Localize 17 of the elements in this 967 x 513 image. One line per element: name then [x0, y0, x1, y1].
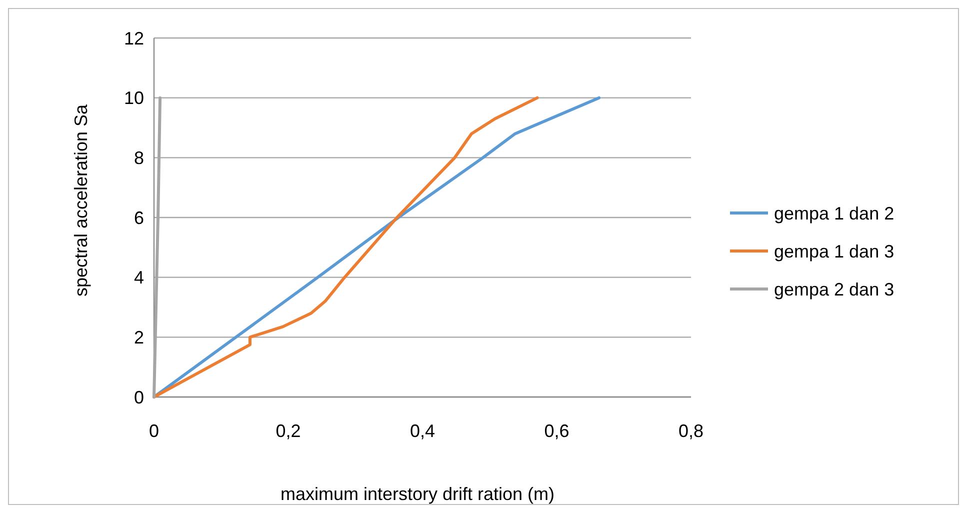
x-tick-label: 0	[148, 421, 160, 441]
legend-label: gempa 2 dan 3	[774, 279, 894, 300]
y-tick-label: 2	[134, 327, 144, 348]
legend-label: gempa 1 dan 2	[774, 203, 894, 224]
x-tick-label: 0,6	[544, 421, 570, 441]
y-tick-label: 0	[134, 387, 144, 408]
y-tick-label: 12	[124, 28, 144, 48]
y-tick-label: 4	[134, 268, 144, 288]
x-tick-label: 0,2	[276, 421, 301, 441]
y-axis-title: spectral acceleration Sa	[71, 103, 91, 297]
legend-label: gempa 1 dan 3	[774, 241, 894, 262]
y-tick-label: 6	[134, 208, 144, 228]
y-tick-label: 8	[134, 148, 144, 168]
x-tick-label: 0,8	[678, 421, 704, 441]
x-axis-title: maximum interstory drift ration (m)	[280, 484, 555, 504]
x-tick-label: 0,4	[410, 421, 436, 441]
y-tick-label: 10	[124, 88, 144, 108]
